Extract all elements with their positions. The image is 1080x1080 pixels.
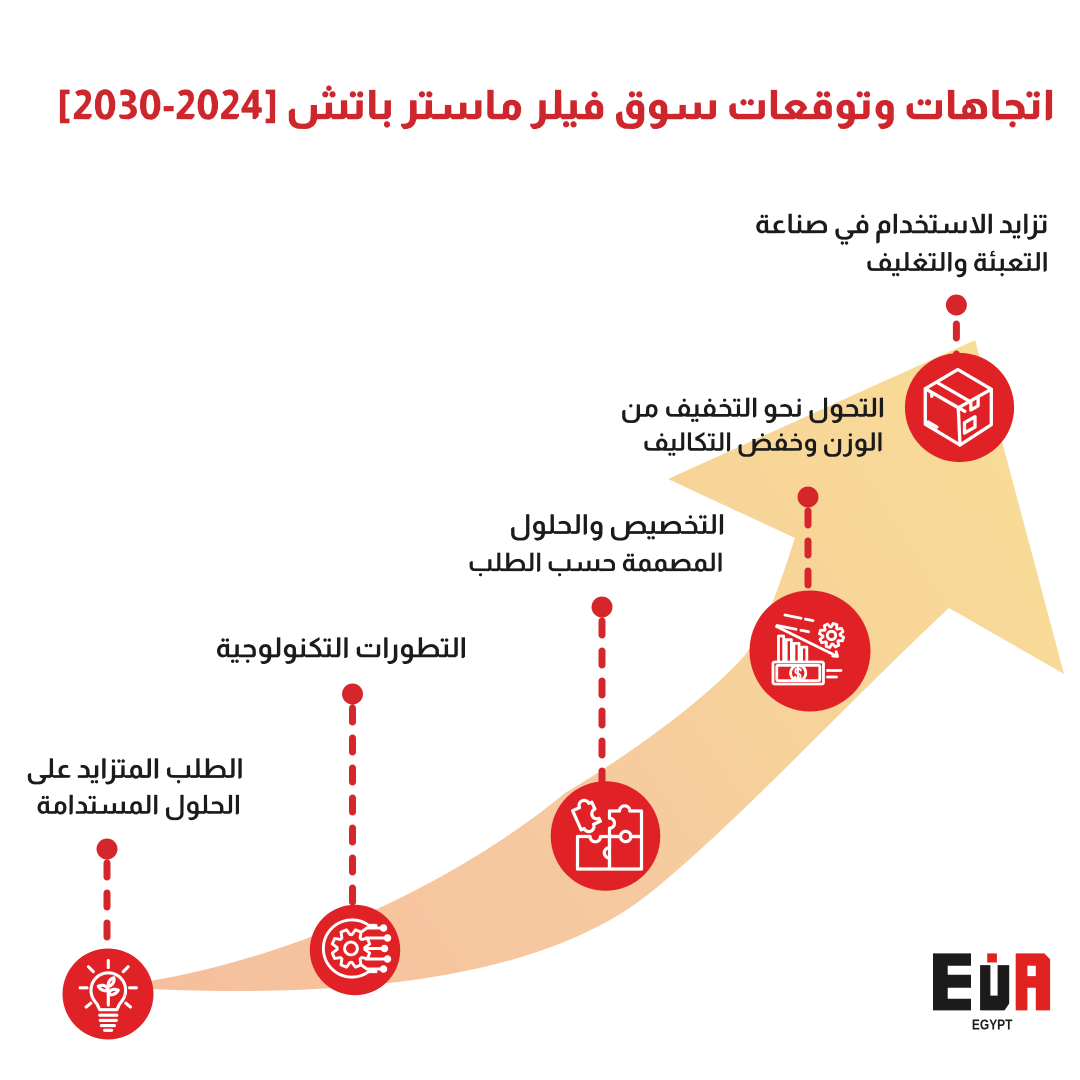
svg-text:EGYPT: EGYPT (972, 1016, 1013, 1032)
